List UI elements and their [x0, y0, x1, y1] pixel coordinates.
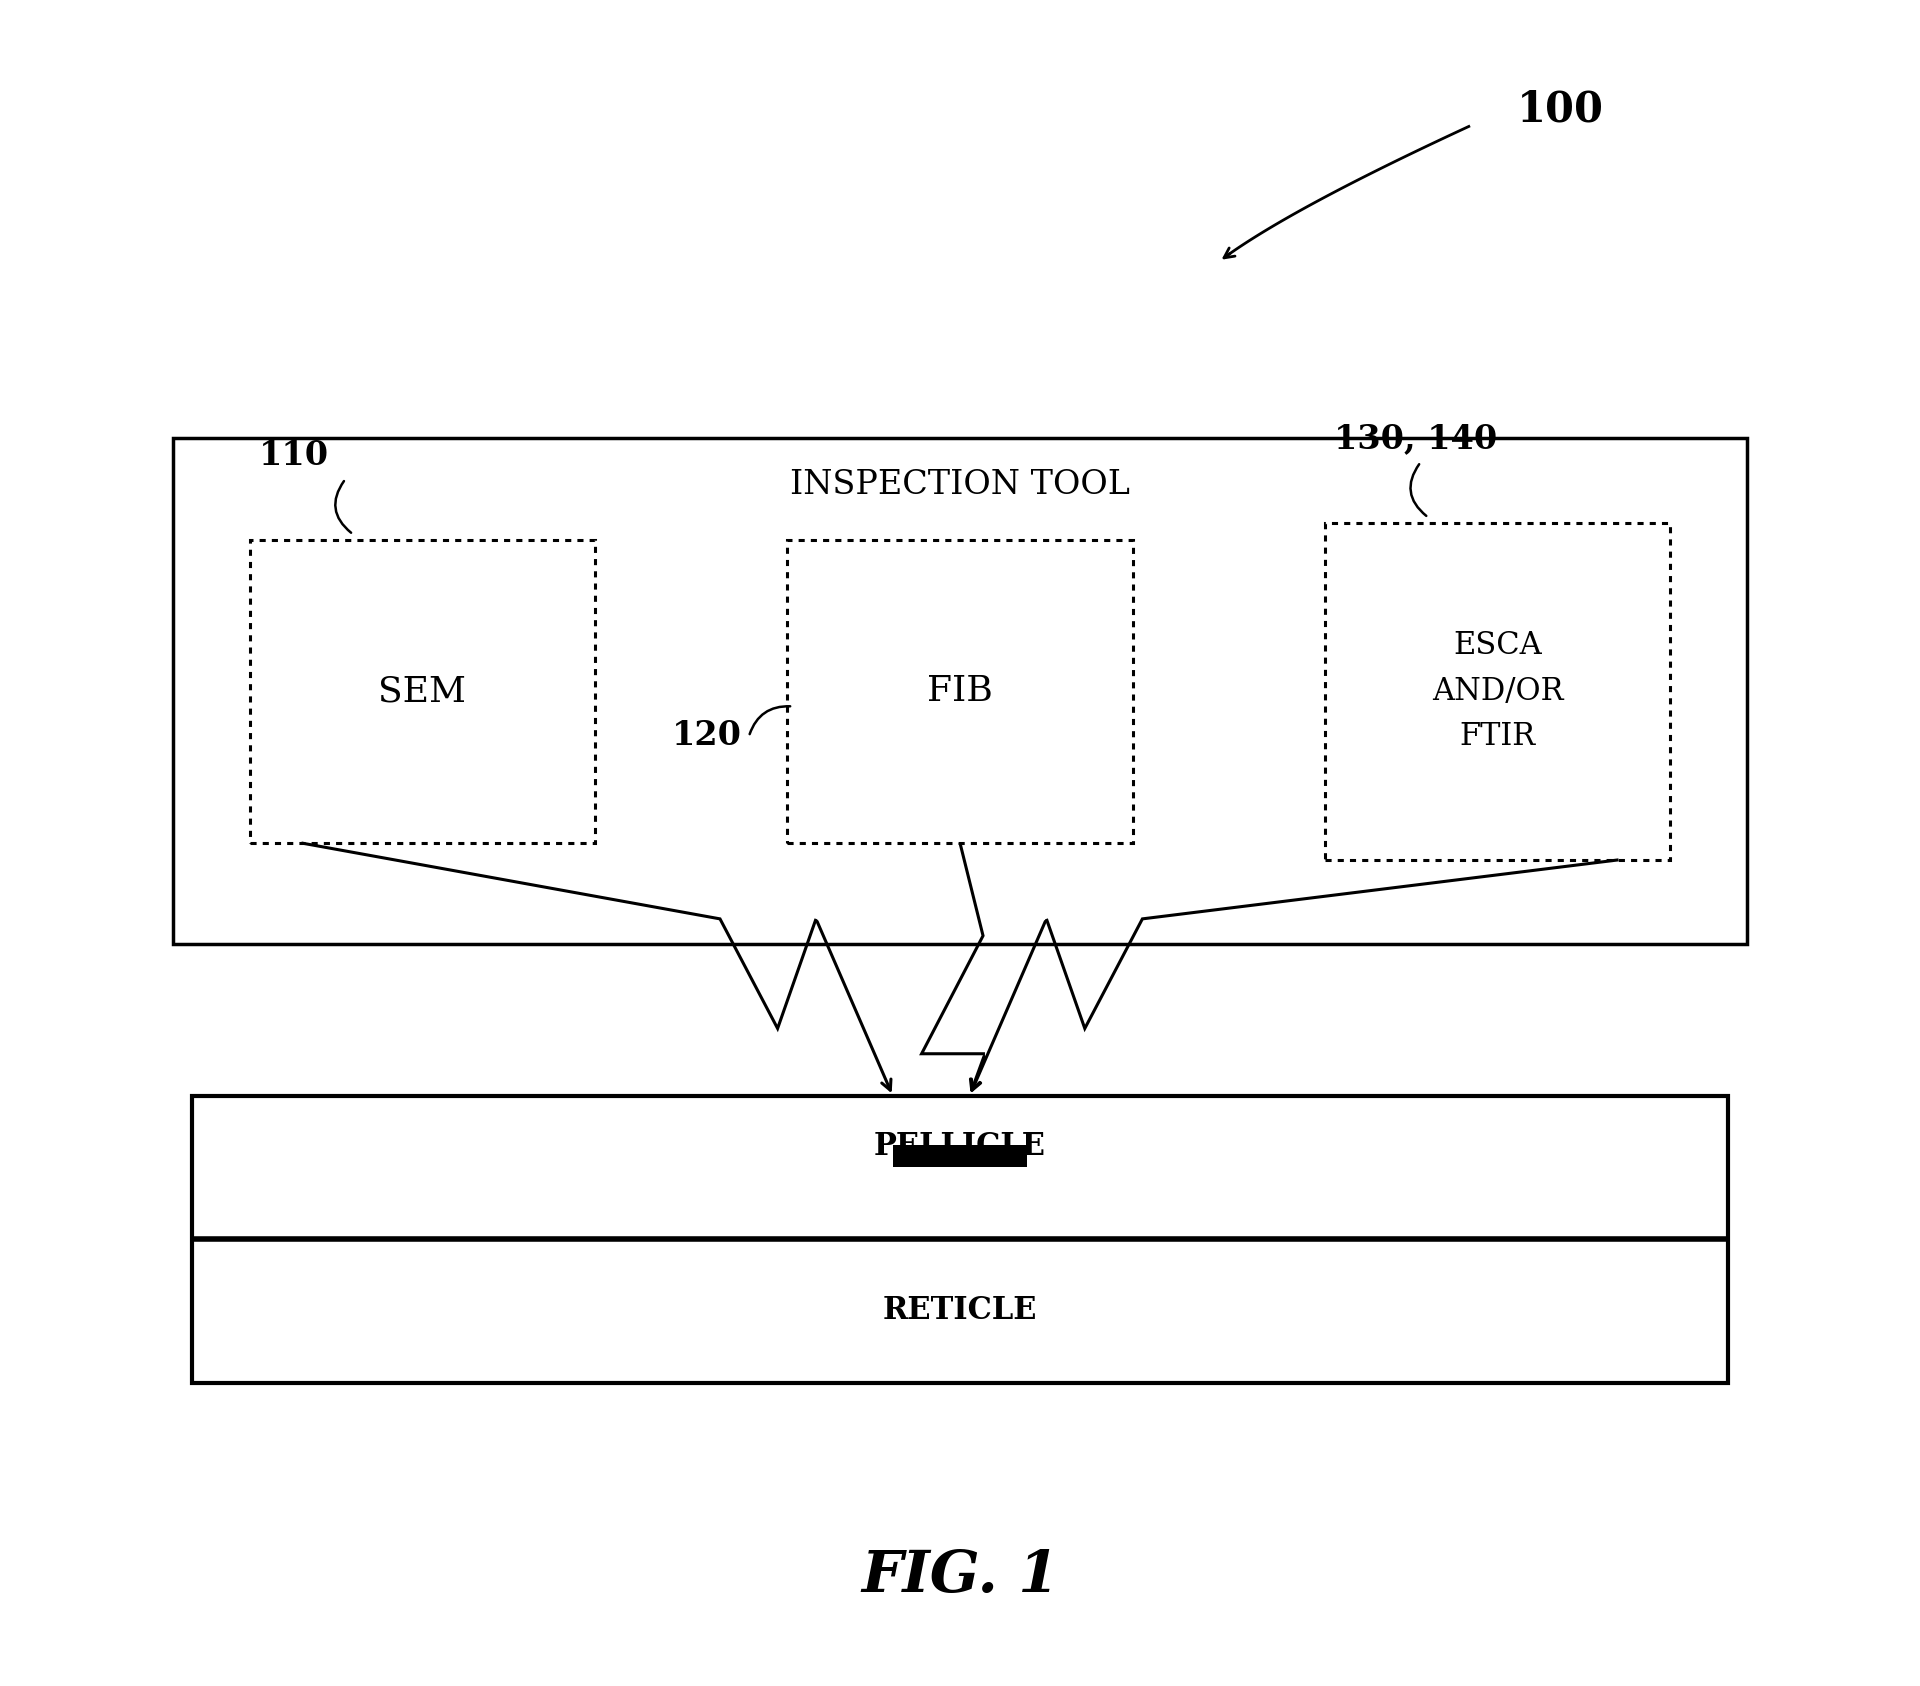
- Text: 110: 110: [259, 438, 330, 472]
- Bar: [250, 540, 595, 843]
- Text: FIB: FIB: [927, 674, 993, 708]
- Bar: [787, 540, 1133, 843]
- Bar: [192, 1096, 1728, 1383]
- Text: 120: 120: [672, 718, 741, 752]
- Text: 100: 100: [1517, 89, 1603, 130]
- Text: RETICLE: RETICLE: [883, 1295, 1037, 1327]
- Text: ESCA
AND/OR
FTIR: ESCA AND/OR FTIR: [1432, 631, 1563, 752]
- Text: INSPECTION TOOL: INSPECTION TOOL: [789, 469, 1131, 501]
- Text: FIG. 1: FIG. 1: [860, 1548, 1060, 1605]
- Bar: [893, 1145, 1027, 1167]
- Text: PELLICLE: PELLICLE: [874, 1131, 1046, 1162]
- Bar: [1325, 523, 1670, 860]
- Text: SEM: SEM: [378, 674, 467, 708]
- Text: 130, 140: 130, 140: [1334, 422, 1498, 455]
- Bar: [173, 438, 1747, 944]
